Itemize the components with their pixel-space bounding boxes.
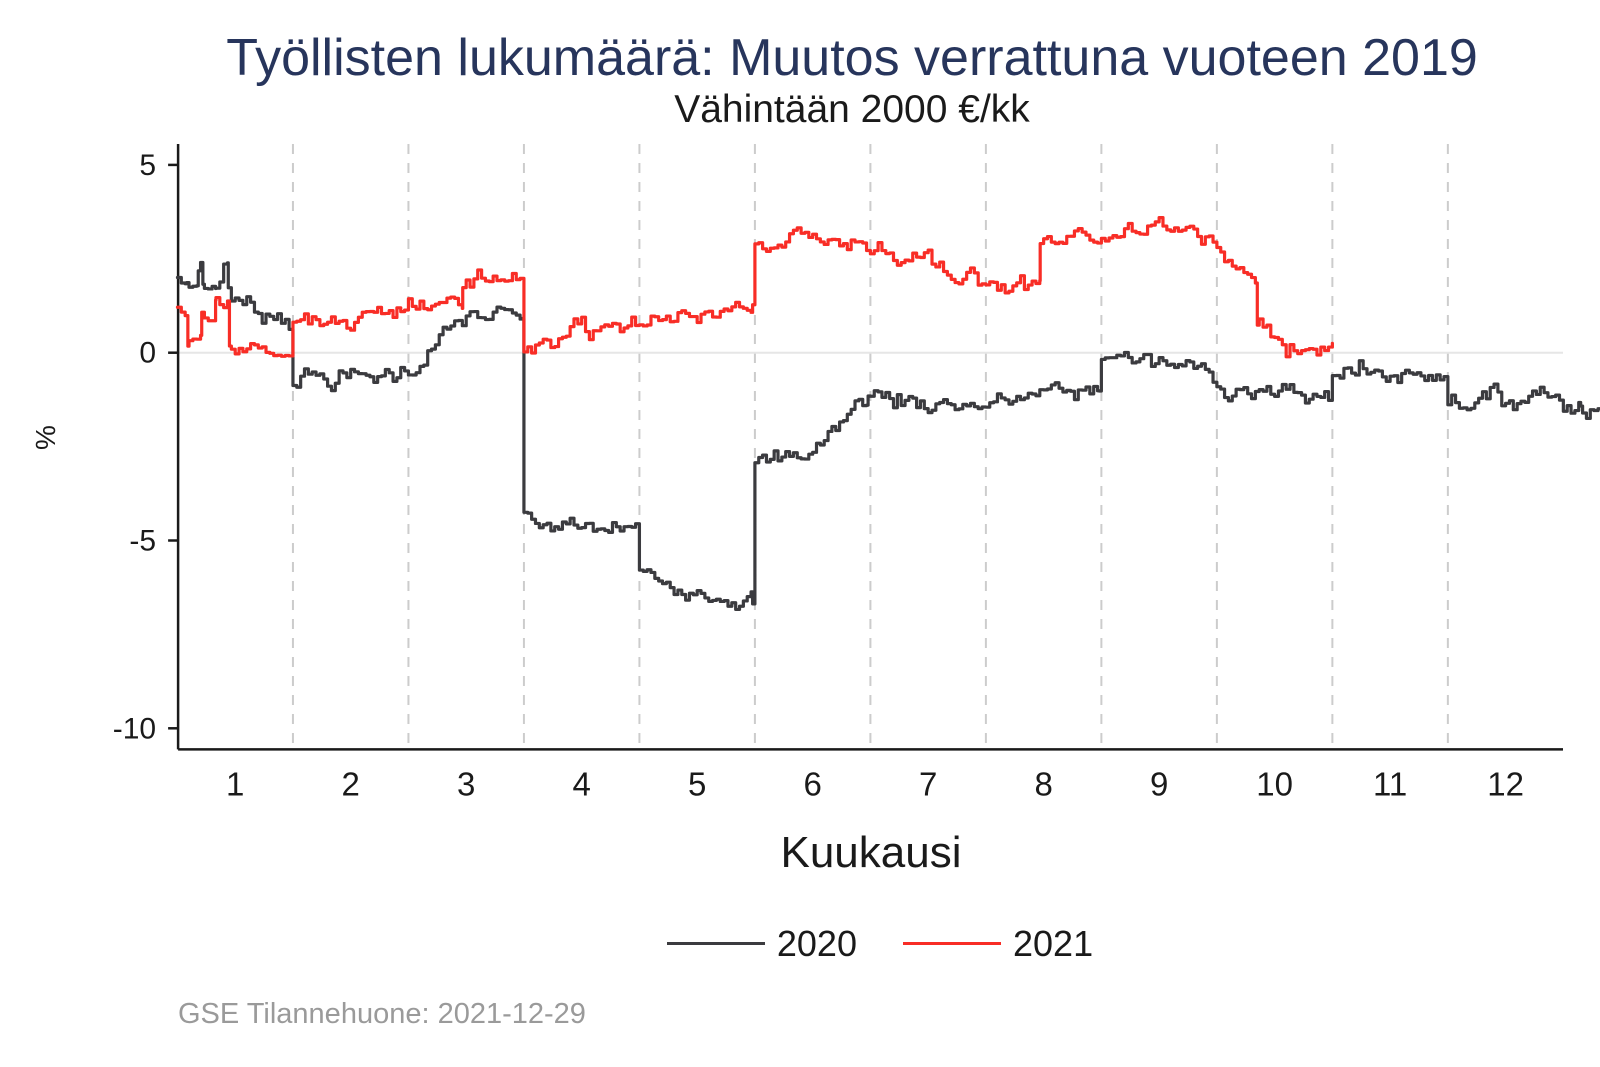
svg-text:5: 5 <box>139 149 156 182</box>
svg-text:-5: -5 <box>129 525 156 558</box>
svg-text:5: 5 <box>688 765 706 802</box>
svg-text:7: 7 <box>919 765 937 802</box>
svg-text:6: 6 <box>803 765 821 802</box>
svg-text:2: 2 <box>342 765 360 802</box>
svg-text:0: 0 <box>139 337 156 370</box>
svg-text:9: 9 <box>1150 765 1168 802</box>
svg-text:8: 8 <box>1034 765 1052 802</box>
svg-text:12: 12 <box>1487 765 1524 802</box>
svg-text:-10: -10 <box>113 712 156 745</box>
svg-text:11: 11 <box>1373 765 1407 802</box>
svg-text:4: 4 <box>573 765 591 802</box>
svg-text:10: 10 <box>1256 765 1293 802</box>
svg-text:3: 3 <box>457 765 475 802</box>
svg-text:1: 1 <box>226 765 244 802</box>
